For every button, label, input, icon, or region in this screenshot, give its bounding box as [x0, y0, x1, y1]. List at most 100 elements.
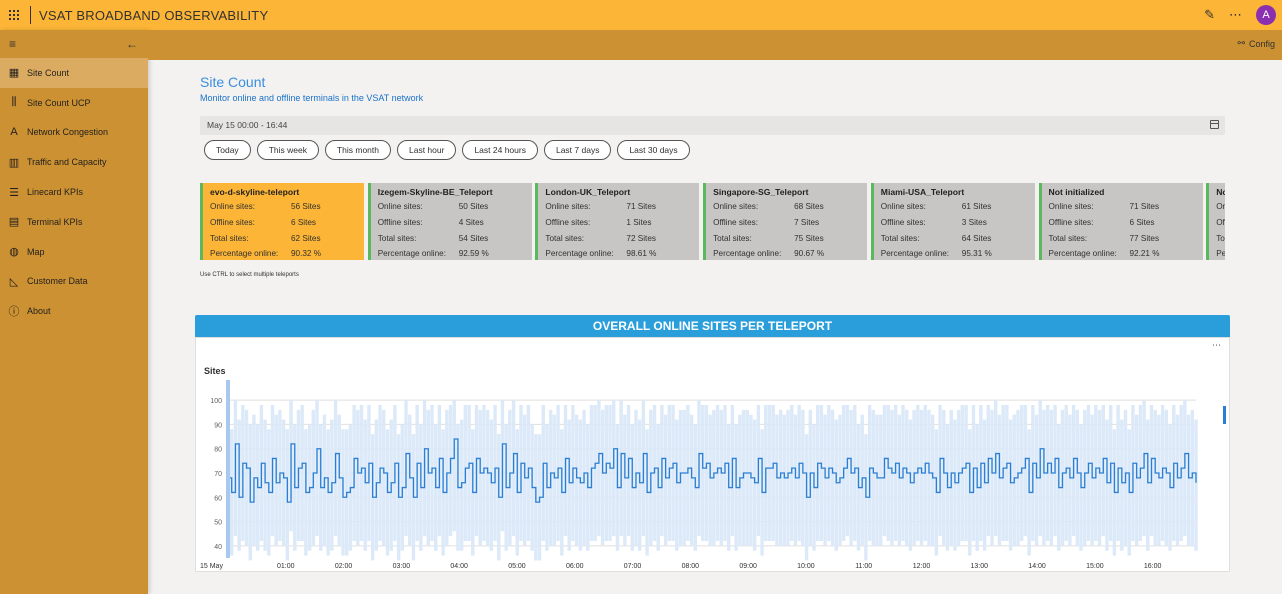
band-bar — [930, 414, 935, 546]
teleport-card[interactable]: No Online sites: Offline sites: Total sites… — [1206, 183, 1225, 260]
config-button[interactable]: ⚯ Config — [1237, 38, 1275, 49]
stat-label: Offline sites: — [377, 217, 423, 227]
band-bar — [942, 409, 946, 546]
band-bar — [823, 414, 827, 546]
stat-label: Online sites: — [1216, 202, 1225, 211]
chart-more-icon[interactable]: ⋯ — [1212, 340, 1221, 350]
x-tick-label: 14:00 — [1028, 563, 1046, 570]
sidebar-item-network-congestion[interactable]: A Network Congestion — [0, 118, 148, 148]
teleport-card[interactable]: London-UK_Teleport Online sites: 71 Sites O… — [535, 183, 700, 260]
band-bar — [775, 414, 779, 546]
band-bar — [682, 409, 686, 546]
date-range-field[interactable]: May 15 00:00 - 16:44 — [200, 116, 1225, 135]
filter-last-30-days-button[interactable]: Last 30 days — [617, 140, 690, 160]
traffic-capacity-icon: ▥ — [8, 156, 20, 169]
band-bar — [871, 409, 876, 546]
band-bar — [919, 409, 924, 546]
band-bar — [608, 405, 612, 541]
band-bar — [1175, 414, 1180, 546]
teleport-card[interactable]: Miami-USA_Teleport Online sites: 61 Sites O… — [870, 183, 1035, 260]
more-ellipsis-icon[interactable]: ⋯ — [1229, 7, 1242, 22]
sidebar-item-label: Network Congestion — [27, 127, 109, 138]
band-bar — [382, 409, 386, 546]
band-bar — [1120, 419, 1124, 551]
stat-value: 3 Sites — [961, 217, 987, 227]
y-tick-label: 80 — [214, 447, 222, 454]
x-tick-label: 06:00 — [566, 563, 584, 570]
band-bar — [801, 409, 805, 546]
band-bar — [552, 414, 557, 546]
teleport-stat-offline: Offline sites: 6 Sites — [1049, 218, 1203, 234]
band-bar — [263, 419, 267, 551]
band-bar — [886, 405, 890, 541]
teleport-card[interactable]: evo-d-skyline-teleport Online sites: 56 Si… — [200, 183, 364, 260]
filter-today-button[interactable]: Today — [204, 140, 251, 160]
teleport-card[interactable]: Not initialized Online sites: 71 Sites Offl… — [1038, 183, 1203, 260]
sidebar-item-site-count[interactable]: ▦ Site Count — [0, 58, 148, 88]
band-bar — [300, 405, 304, 541]
stat-value: 92.21 % — [1129, 249, 1160, 259]
band-bar — [689, 414, 694, 546]
filter-last-hour-button[interactable]: Last hour — [397, 140, 457, 160]
linecard-kpis-icon: ☰ — [9, 186, 19, 199]
app-title: VSAT BROADBAND OBSERVABILITY — [39, 7, 269, 23]
band-bar — [834, 419, 838, 551]
sidebar-item-label: Customer Data — [27, 276, 88, 287]
calendar-icon[interactable] — [1210, 120, 1219, 129]
sidebar-item-site-count-ucp[interactable]: ⫼ Site Count UCP — [0, 88, 148, 118]
band-bar — [281, 419, 286, 546]
sidebar-item-label: Terminal KPIs — [27, 216, 83, 227]
y-tick-label: 70 — [214, 471, 222, 478]
stat-label: Online sites: — [545, 202, 591, 211]
teleport-stat-offline: Offline sites: 1 Sites — [545, 218, 699, 234]
sidebar-item-traffic-and-capacity[interactable]: ▥ Traffic and Capacity — [0, 147, 148, 177]
sidebar-item-map[interactable]: ◍ Map — [0, 237, 148, 267]
hamburger-icon[interactable]: ≡ — [9, 37, 17, 51]
avatar[interactable]: A — [1256, 5, 1276, 25]
x-tick-label: 01:00 — [277, 563, 295, 570]
stat-label: Total sites: — [1048, 233, 1088, 243]
page-title: Site Count — [200, 74, 266, 90]
teleport-card[interactable]: Izegem-Skyline-BE_Teleport Online sites: 5… — [367, 183, 532, 260]
band-bar — [675, 419, 679, 551]
chart-scroll-indicator[interactable] — [1223, 406, 1226, 424]
band-bar — [953, 419, 957, 551]
stat-label: Online sites: — [713, 202, 759, 211]
band-bar — [1146, 419, 1150, 551]
stat-value: 92.59 % — [458, 249, 489, 259]
stat-label: Percentage online: — [545, 249, 614, 259]
y-tick-label: 40 — [214, 544, 222, 551]
stat-value: 90.32 % — [291, 249, 322, 259]
filter-this-week-button[interactable]: This week — [256, 140, 319, 160]
filter-last-24-hours-button[interactable]: Last 24 hours — [462, 140, 538, 160]
title-divider — [30, 6, 31, 24]
sidebar-item-label: Site Count — [27, 67, 70, 78]
teleport-stat-pct: Percentage online: — [1216, 249, 1225, 260]
stat-label: Percentage online: — [1216, 249, 1225, 259]
teleport-stat-offline: Offline sites: 4 Sites — [378, 218, 532, 234]
x-tick-label: 12:00 — [913, 563, 931, 570]
sidebar-item-customer-data[interactable]: ◺ Customer Data — [0, 267, 148, 297]
filter-last-7-days-button[interactable]: Last 7 days — [543, 140, 612, 160]
sidebar-item-linecard-kpis[interactable]: ☰ Linecard KPIs — [0, 177, 148, 207]
x-tick-label: 15 May — [200, 563, 223, 570]
filter-this-month-button[interactable]: This month — [324, 140, 391, 160]
command-bar: ⚯ Config — [148, 30, 1282, 60]
band-bar — [244, 409, 249, 546]
edit-pencil-icon[interactable]: ✎ — [1204, 7, 1215, 22]
x-tick-label: 10:00 — [797, 563, 815, 570]
teleport-card[interactable]: Singapore-SG_Teleport Online sites: 68 Sit… — [703, 183, 868, 260]
stat-label: Offline sites: — [545, 217, 591, 227]
sidebar-item-about[interactable]: ⓘ About — [0, 296, 148, 326]
band-bar — [749, 414, 753, 546]
back-arrow-icon[interactable]: ← — [126, 37, 138, 51]
site-count-icon: ▦ — [8, 67, 20, 80]
stat-label: Offline sites: — [880, 217, 926, 227]
stat-value: 64 Sites — [961, 233, 992, 243]
teleport-stat-total: Total sites: 64 Sites — [881, 234, 1035, 250]
teleport-stat-total: Total sites: 72 Sites — [545, 234, 699, 250]
sidebar-item-terminal-kpis[interactable]: ▤ Terminal KPIs — [0, 207, 148, 237]
app-launcher-icon[interactable] — [0, 0, 28, 30]
online-sites-chart[interactable]: Sites 40 50 60 70 80 90 100 15 May 01:00 02:00 03:0… — [196, 338, 1216, 570]
stat-label: Total sites: — [545, 233, 585, 243]
